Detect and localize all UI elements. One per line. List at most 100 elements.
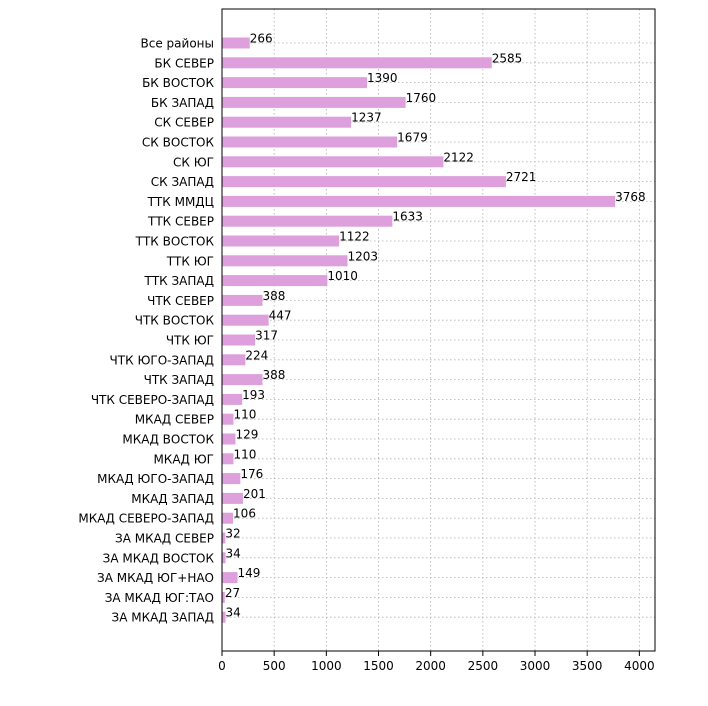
bar — [222, 235, 340, 247]
bar — [222, 215, 393, 227]
bar — [222, 354, 246, 366]
bar — [222, 37, 250, 49]
bar — [222, 374, 263, 386]
data-label: 193 — [242, 388, 265, 402]
bar — [222, 314, 269, 326]
bar — [222, 413, 234, 425]
category-label: ТТК ЮГ — [166, 254, 214, 268]
category-label: ТТК ВОСТОК — [135, 235, 215, 249]
bar — [222, 492, 243, 504]
category-label: ЧТК СЕВЕР — [147, 294, 214, 308]
category-label: МКАД СЕВЕР — [135, 413, 214, 427]
data-label: 2122 — [443, 150, 474, 164]
x-tick-label: 500 — [263, 659, 286, 673]
bar — [222, 136, 398, 148]
category-label: ЗА МКАД ЮГ:ТАО — [105, 591, 214, 605]
bar — [222, 393, 243, 405]
data-label: 1760 — [406, 91, 437, 105]
data-label: 317 — [255, 329, 278, 343]
x-tick-label: 2500 — [468, 659, 499, 673]
category-label: ЧТК ВОСТОК — [135, 314, 215, 328]
data-label: 27 — [225, 586, 240, 600]
category-label: МКАД ЮГО-ЗАПАД — [97, 472, 214, 486]
category-label: ЧТК СЕВЕРО-ЗАПАД — [91, 393, 214, 407]
category-label: БК СЕВЕР — [154, 56, 214, 70]
category-label: ТТК ЗАПАД — [143, 274, 214, 288]
x-tick-label: 2000 — [415, 659, 446, 673]
data-label: 1237 — [351, 111, 382, 125]
data-label: 34 — [226, 546, 241, 560]
data-label: 266 — [250, 32, 273, 46]
bar — [222, 334, 256, 346]
data-label: 1122 — [339, 230, 370, 244]
data-label: 1390 — [367, 71, 398, 85]
data-label: 3768 — [615, 190, 646, 204]
category-label: МКАД ЮГ — [153, 452, 214, 466]
bar — [222, 552, 226, 564]
data-label: 447 — [269, 309, 292, 323]
bar — [222, 591, 225, 603]
bar — [222, 96, 406, 108]
category-label: ЧТК ЮГ — [166, 334, 214, 348]
category-label: ТТК ММДЦ — [147, 195, 214, 209]
bar — [222, 176, 506, 188]
bars — [222, 37, 616, 623]
bar — [222, 453, 234, 465]
plot-frame — [221, 8, 656, 652]
data-label: 129 — [235, 428, 258, 442]
x-tick-label: 3500 — [572, 659, 603, 673]
bar — [222, 57, 492, 69]
data-label: 1633 — [392, 210, 423, 224]
category-label: МКАД СЕВЕРО-ЗАПАД — [78, 512, 214, 526]
category-label: ЗА МКАД СЕВЕР — [115, 532, 214, 546]
value-labels: 266 2585 1390 1760 1237 1679 2122 2721 3768 1633 1… — [225, 32, 646, 620]
bar — [222, 572, 238, 584]
bar — [222, 294, 263, 306]
category-labels: Все районы БК СЕВЕР БК ВОСТОК БК ЗАПАД СК СЕ… — [78, 37, 214, 625]
category-label: ЗА МКАД ВОСТОК — [103, 551, 215, 565]
x-tick-label: 4000 — [624, 659, 655, 673]
bar — [222, 275, 328, 287]
data-label: 110 — [233, 408, 256, 422]
bar — [222, 611, 226, 623]
x-tick-label: 1000 — [311, 659, 342, 673]
category-label: МКАД ЗАПАД — [131, 492, 214, 506]
bar — [222, 116, 352, 128]
bar — [222, 473, 241, 485]
data-label: 1203 — [348, 249, 379, 263]
category-label: БК ВОСТОК — [142, 76, 214, 90]
data-label: 224 — [245, 348, 268, 362]
data-label: 201 — [243, 487, 266, 501]
data-label: 388 — [262, 368, 285, 382]
x-tick-label: 1500 — [363, 659, 394, 673]
data-label: 2585 — [492, 51, 523, 65]
data-label: 110 — [233, 447, 256, 461]
data-label: 1679 — [397, 131, 428, 145]
category-label: ЗА МКАД ЗАПАД — [112, 611, 215, 625]
data-label: 2721 — [506, 170, 537, 184]
bar — [222, 433, 236, 445]
category-label: СК ВОСТОК — [142, 136, 215, 150]
data-label: 106 — [233, 507, 256, 521]
category-label: Все районы — [141, 37, 214, 51]
bar — [222, 512, 234, 524]
category-label: ЧТК ЗАПАД — [144, 373, 214, 387]
data-label: 1010 — [327, 269, 358, 283]
category-label: СК СЕВЕР — [154, 116, 214, 130]
category-label: СК ЮГ — [173, 155, 214, 169]
data-label: 149 — [238, 566, 261, 580]
category-label: ЧТК ЮГО-ЗАПАД — [110, 353, 214, 367]
category-label: ЗА МКАД ЮГ+НАО — [97, 571, 214, 585]
x-tick-label: 0 — [218, 659, 226, 673]
bar — [222, 255, 348, 267]
bar — [222, 156, 444, 168]
x-tick-label: 3000 — [520, 659, 551, 673]
data-label: 388 — [262, 289, 285, 303]
category-label: ТТК СЕВЕР — [147, 215, 214, 229]
data-label: 34 — [226, 606, 241, 620]
bar — [222, 532, 226, 544]
data-label: 32 — [225, 527, 240, 541]
data-label: 176 — [240, 467, 263, 481]
category-label: БК ЗАПАД — [151, 96, 214, 110]
